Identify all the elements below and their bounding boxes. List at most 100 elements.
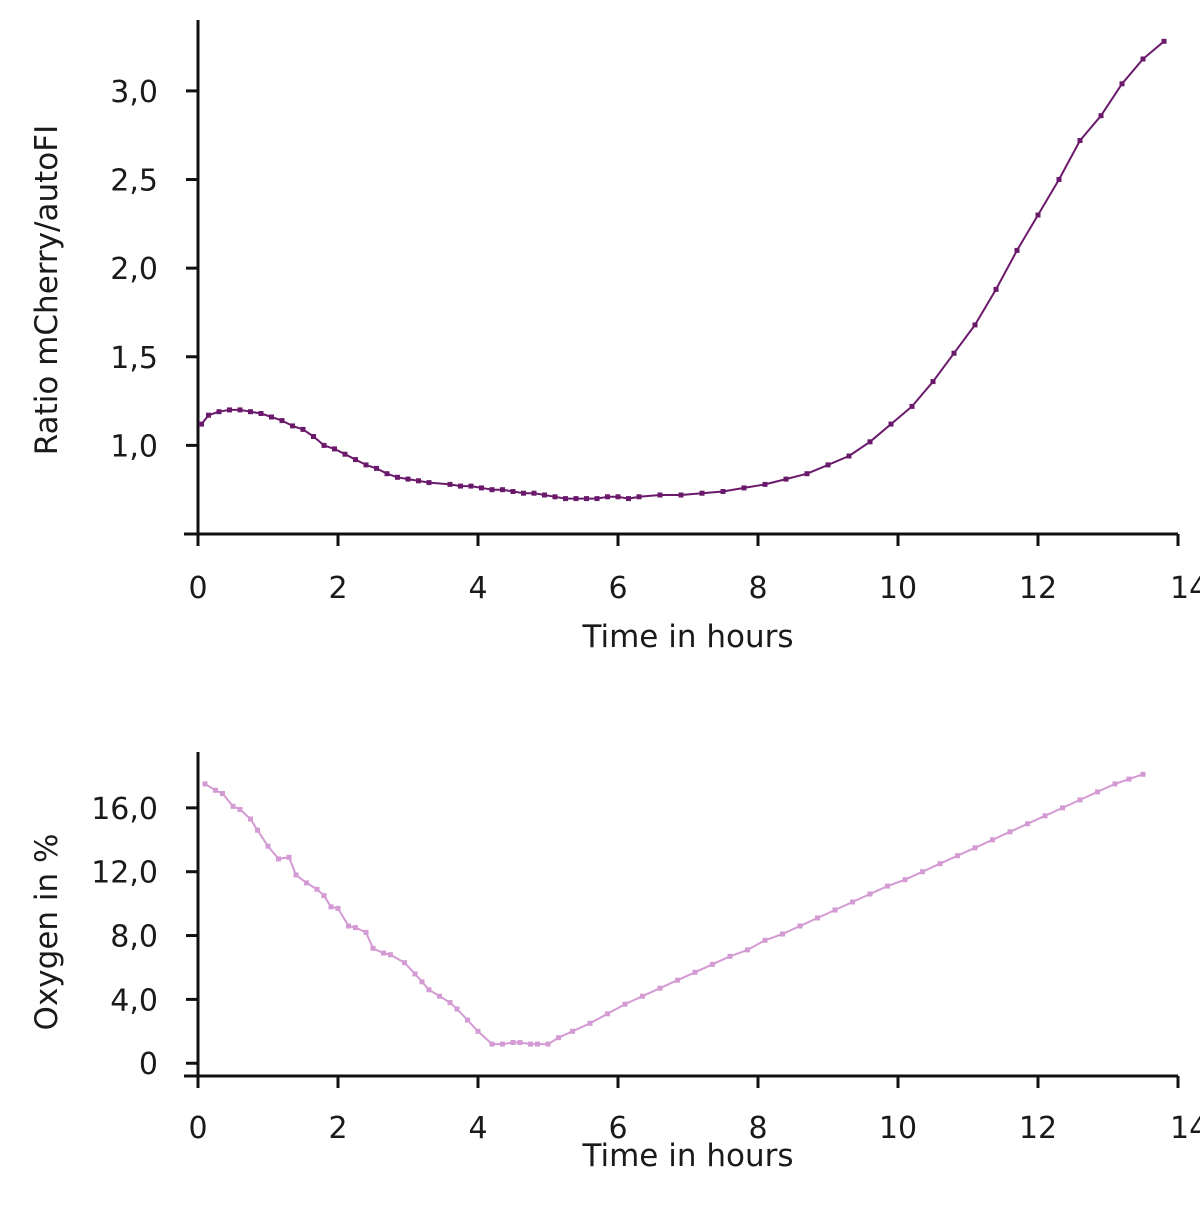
x-tick-label: 8: [748, 1111, 767, 1146]
data-point: [850, 899, 855, 905]
x-tick-label: 4: [468, 571, 487, 606]
data-point: [311, 434, 316, 439]
data-point: [458, 483, 463, 489]
data-point: [710, 961, 715, 967]
data-point: [1112, 781, 1118, 787]
data-point: [885, 883, 890, 889]
data-point: [542, 492, 547, 498]
data-point: [479, 485, 484, 491]
data-point: [199, 421, 204, 427]
data-point: [720, 489, 726, 494]
ratio-chart: Ratio mCherry/autoFI Time in hours 0 2 4 6 8…: [29, 20, 1200, 655]
data-point: [528, 1041, 533, 1047]
x-tick-label: 10: [879, 571, 917, 606]
data-point: [227, 407, 232, 413]
data-point: [346, 923, 351, 929]
y-tick-label: 12,0: [91, 856, 158, 891]
data-point: [825, 462, 831, 468]
data-point: [510, 1040, 516, 1045]
x-tick-label: 0: [188, 1111, 207, 1146]
data-point: [384, 471, 390, 477]
series-line: [200, 40, 1165, 500]
data-point: [1140, 56, 1146, 62]
data-point: [335, 905, 341, 911]
data-point: [909, 403, 915, 409]
data-point: [395, 474, 400, 480]
data-point: [972, 845, 978, 851]
data-point: [587, 1020, 593, 1026]
x-tick-label: 14: [1170, 1111, 1200, 1146]
data-point: [699, 490, 705, 496]
data-point: [437, 993, 442, 999]
data-point: [1035, 212, 1041, 218]
data-point: [951, 350, 957, 356]
x-tick-label: 12: [1019, 1111, 1057, 1146]
data-point: [804, 471, 810, 477]
data-point: [353, 457, 358, 463]
data-point: [622, 1001, 628, 1007]
data-point: [993, 286, 999, 292]
y-tick-label: 3,0: [110, 75, 158, 110]
data-point: [1042, 813, 1048, 819]
y-tick-label: 1,0: [110, 429, 158, 464]
data-point: [972, 322, 978, 328]
data-point: [783, 476, 789, 482]
x-tick-label: 10: [879, 1111, 917, 1146]
x-tick-label: 12: [1019, 571, 1057, 606]
data-point: [815, 915, 820, 921]
data-point: [657, 492, 663, 498]
series-line: [204, 773, 1144, 1046]
data-point: [626, 496, 631, 502]
data-point: [230, 803, 236, 809]
data-point: [605, 494, 610, 500]
data-point: [300, 426, 306, 432]
data-point: [990, 837, 995, 843]
data-point: [388, 952, 393, 958]
x-tick-label: 2: [328, 571, 347, 606]
x-tick-label: 8: [748, 571, 767, 606]
data-point: [216, 409, 222, 415]
y-tick-label: 2,0: [110, 252, 158, 287]
data-point: [465, 1017, 470, 1023]
data-point: [468, 483, 474, 489]
data-point: [290, 423, 295, 429]
data-point: [937, 861, 943, 867]
data-point: [531, 490, 537, 496]
data-point: [279, 418, 285, 424]
x-tick-label: 6: [608, 1111, 627, 1146]
data-point: [1119, 81, 1125, 87]
x-tick-label: 0: [188, 571, 207, 606]
data-point: [762, 481, 768, 487]
data-point: [955, 853, 960, 859]
data-point: [584, 496, 589, 502]
data-point: [1007, 829, 1013, 835]
y-tick-label: 4,0: [110, 983, 158, 1018]
data-point: [692, 969, 698, 975]
data-point: [1077, 138, 1083, 143]
data-point: [1098, 113, 1104, 119]
data-point: [454, 1006, 460, 1012]
data-point: [675, 977, 680, 983]
data-point: [500, 487, 505, 493]
data-point: [832, 907, 838, 913]
y-tick-label: 16,0: [91, 792, 158, 827]
data-point: [920, 869, 925, 875]
data-point: [363, 929, 369, 935]
oxygen-chart: Oxygen in % Time in hours 0 2 4 6 8 10 12 14 0 4,…: [29, 752, 1200, 1174]
data-point: [213, 787, 218, 793]
data-point: [521, 490, 526, 496]
data-point: [1161, 38, 1167, 44]
data-point: [237, 807, 243, 812]
data-point: [405, 476, 411, 482]
x-axis-title-ratio: Time in hours: [582, 619, 794, 655]
data-point: [248, 816, 253, 822]
data-point: [419, 979, 425, 985]
data-point: [500, 1041, 505, 1047]
data-point: [1126, 776, 1132, 782]
data-point: [314, 886, 320, 892]
x-tick-label: 4: [468, 1111, 487, 1146]
data-point: [237, 407, 243, 413]
data-point: [202, 781, 208, 787]
data-point: [573, 496, 579, 502]
